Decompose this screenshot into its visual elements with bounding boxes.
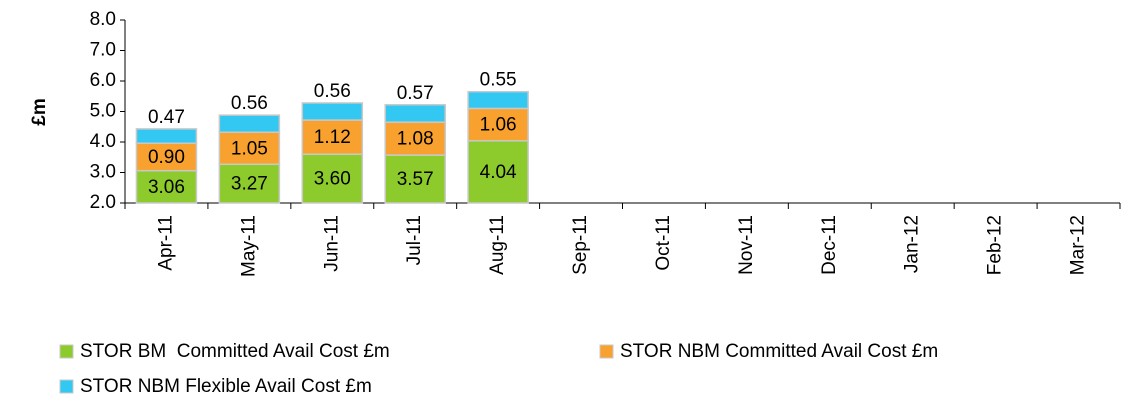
legend-swatch: [599, 344, 614, 359]
x-tick-label: Jan-12: [902, 215, 923, 273]
x-tick-label: Feb-12: [985, 215, 1006, 275]
x-tick-label: Oct-11: [653, 215, 674, 271]
bar-segment: [467, 140, 529, 204]
data-label: 3.57: [397, 169, 434, 190]
bar-segment: [135, 169, 198, 204]
bar-segment: [384, 104, 446, 123]
x-tick-label: May-11: [238, 215, 259, 277]
legend-label: STOR NBM Flexible Avail Cost £m: [80, 376, 372, 397]
bar-segment: [301, 119, 364, 155]
data-label: 0.47: [148, 107, 185, 128]
bar-segment: [301, 153, 364, 204]
data-label: 1.06: [480, 115, 517, 136]
data-label: 3.27: [231, 174, 268, 195]
data-label: 0.57: [397, 83, 434, 104]
data-label: 4.04: [480, 162, 517, 183]
data-label: 1.12: [314, 127, 351, 148]
data-label: 0.56: [231, 93, 268, 114]
x-tick-label: Mar-12: [1068, 215, 1089, 275]
y-tick-label: 2.0: [90, 192, 116, 213]
bar-segment: [301, 102, 364, 121]
data-label: 3.60: [314, 169, 351, 190]
data-label: 1.08: [397, 129, 434, 150]
x-tick-label: Apr-11: [155, 215, 176, 271]
x-tick-label: Aug-11: [487, 215, 508, 275]
bar-segment: [467, 90, 529, 110]
data-label: 0.90: [148, 147, 185, 168]
y-tick-label: 5.0: [90, 101, 116, 122]
bar-segment: [218, 163, 281, 204]
legend-label: STOR BM Committed Avail Cost £m: [80, 341, 390, 362]
x-tick-label: Sep-11: [570, 215, 591, 275]
bar-segment: [135, 128, 198, 144]
bar-segment: [384, 154, 446, 204]
data-label: 1.05: [231, 138, 268, 159]
x-tick-label: Jun-11: [321, 215, 342, 272]
x-tick-label: Nov-11: [736, 215, 757, 275]
legend-swatch: [59, 379, 74, 394]
y-axis-label: £m: [29, 98, 50, 125]
data-label: 0.56: [314, 81, 351, 102]
legend-swatch: [59, 344, 74, 359]
y-tick-label: 6.0: [90, 70, 116, 91]
x-tick-label: Jul-11: [404, 215, 425, 265]
data-label: 0.55: [480, 70, 517, 91]
y-tick-label: 4.0: [90, 131, 116, 152]
y-tick-label: 8.0: [90, 9, 116, 30]
y-tick-label: 3.0: [90, 162, 116, 183]
y-tick-label: 7.0: [90, 40, 116, 61]
legend-label: STOR NBM Committed Avail Cost £m: [620, 341, 938, 362]
data-label: 3.06: [148, 177, 185, 198]
bar-segment: [218, 114, 281, 133]
x-tick-label: Dec-11: [819, 215, 840, 275]
